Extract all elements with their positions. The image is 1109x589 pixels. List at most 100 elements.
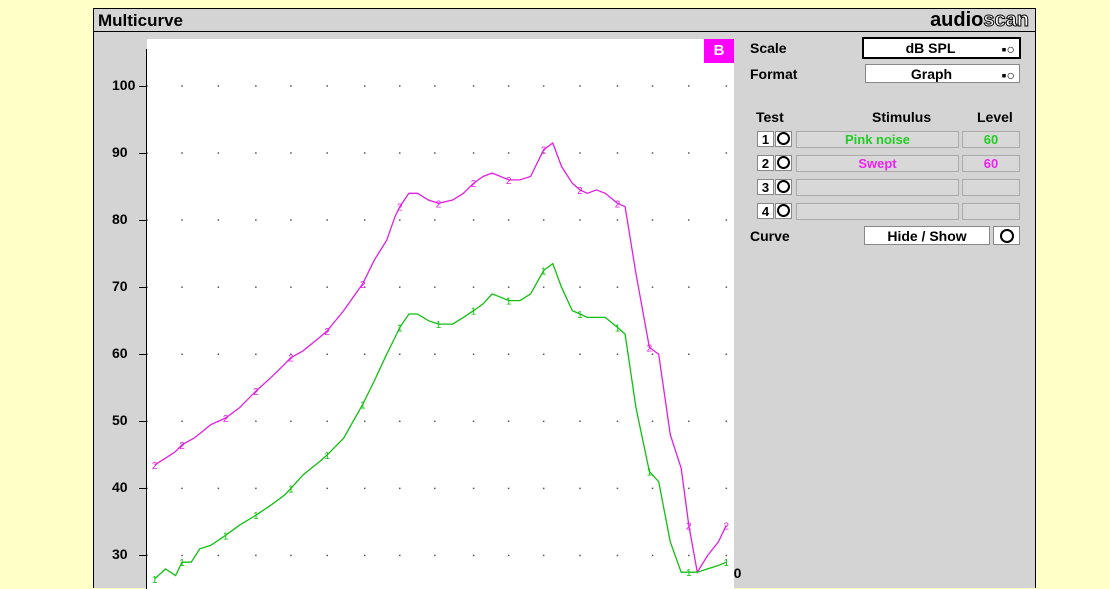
grid-dot (326, 219, 328, 221)
level-cell[interactable]: 60 (962, 155, 1020, 172)
grid-dot (725, 420, 728, 423)
curve-toggle[interactable] (993, 226, 1020, 245)
grid-dot (725, 353, 728, 355)
test-toggle[interactable] (775, 203, 792, 219)
test-number-button[interactable]: 4 (757, 203, 774, 219)
grid-dot (651, 219, 654, 221)
scale-select[interactable]: dB SPL ▪○ (862, 37, 1021, 59)
y-tick-mark (139, 354, 147, 356)
brand-logo-part-b: scan (983, 9, 1030, 32)
test-toggle[interactable] (775, 155, 792, 171)
curve-marker: 1 (288, 484, 294, 495)
test-toggle[interactable] (775, 131, 792, 147)
grid-dot (542, 219, 545, 221)
curve-marker: 1 (471, 307, 477, 318)
y-tick-mark (139, 85, 147, 87)
grid-dot (326, 286, 328, 288)
curve-marker: 1 (397, 323, 403, 334)
grid-dot (217, 286, 220, 288)
grid-dot (507, 487, 510, 490)
grid-dot (579, 353, 581, 355)
grid-dot (217, 353, 220, 355)
curve-marker: 1 (724, 558, 730, 569)
header-stimulus: Stimulus (872, 109, 932, 125)
y-tick-mark (139, 287, 147, 289)
grid-dot (616, 487, 619, 490)
header-test: Test (756, 109, 784, 125)
grid-dot (616, 554, 619, 557)
level-cell[interactable] (962, 203, 1020, 220)
grid-dot (688, 85, 690, 87)
grid-dot (399, 85, 401, 87)
stimulus-cell[interactable]: Swept (796, 155, 959, 172)
grid-dot (725, 152, 728, 154)
grid-dot (217, 487, 220, 490)
radio-icon (777, 180, 790, 193)
grid-dot (255, 487, 257, 490)
curve-marker: 1 (436, 320, 442, 331)
grid-dot (651, 487, 654, 490)
test-toggle[interactable] (775, 179, 792, 195)
grid-dot (217, 554, 220, 557)
stimulus-cell[interactable] (796, 179, 959, 196)
grid-dot (472, 152, 475, 154)
grid-dot (507, 353, 510, 355)
grid-dot (579, 152, 581, 154)
curve-marker: 1 (179, 558, 185, 569)
stimulus-cell[interactable] (796, 203, 959, 220)
grid-dot (290, 554, 292, 557)
curve-hide-show-button[interactable]: Hide / Show (864, 226, 990, 245)
y-tick-label: 50 (112, 412, 128, 429)
grid-dot (290, 85, 292, 87)
curve-hide-show-label: Hide / Show (887, 228, 967, 244)
grid-dot (399, 420, 401, 423)
test-number-button[interactable]: 3 (757, 179, 774, 195)
grid-dot (616, 85, 619, 87)
y-tick-label: 60 (112, 345, 128, 362)
grid-dot (434, 85, 436, 87)
curve-marker: 2 (179, 441, 185, 452)
format-select[interactable]: Graph ▪○ (865, 64, 1020, 83)
curve-marker: 2 (615, 199, 621, 210)
curve-marker: 2 (223, 414, 229, 425)
radio-icon (777, 204, 790, 217)
grid-dot (326, 487, 328, 490)
grid-dot (147, 85, 148, 87)
curve-marker: 2 (471, 179, 477, 190)
curve-marker: 2 (541, 146, 547, 157)
stimulus-cell[interactable]: Pink noise (796, 131, 959, 148)
grid-dot (147, 219, 148, 221)
series-line-2 (154, 141, 727, 574)
y-tick-mark (139, 220, 147, 222)
curve-marker: 1 (223, 531, 229, 542)
grid-dot (434, 420, 436, 423)
grid-dot (651, 554, 654, 557)
grid-dot (326, 152, 328, 154)
grid-dot (326, 353, 328, 355)
grid-dot (688, 152, 690, 154)
grid-dot (181, 85, 183, 87)
curve-marker: 2 (253, 387, 259, 398)
level-cell[interactable] (962, 179, 1020, 196)
title-bar: Multicurve audioscan (94, 9, 1035, 32)
format-select-value: Graph (910, 66, 953, 82)
grid-dot (542, 420, 545, 423)
curve-marker: 2 (436, 199, 442, 210)
curve-marker: 2 (288, 354, 294, 365)
grid-dot (326, 420, 328, 423)
test-number-button[interactable]: 1 (757, 131, 774, 147)
curve-marker: 1 (686, 568, 692, 579)
grid-dot (725, 286, 728, 288)
grid-dot (399, 554, 401, 557)
grid-dot (181, 286, 183, 288)
grid-dot (181, 219, 183, 221)
grid-dot (434, 219, 436, 221)
test-number-button[interactable]: 2 (757, 155, 774, 171)
grid-dot (363, 353, 366, 355)
grid-dot (290, 420, 292, 423)
level-cell[interactable]: 60 (962, 131, 1020, 148)
grid-dot (651, 152, 654, 154)
grid-dot (542, 554, 545, 557)
grid-dot (363, 152, 366, 154)
curve-marker: 1 (541, 266, 547, 277)
